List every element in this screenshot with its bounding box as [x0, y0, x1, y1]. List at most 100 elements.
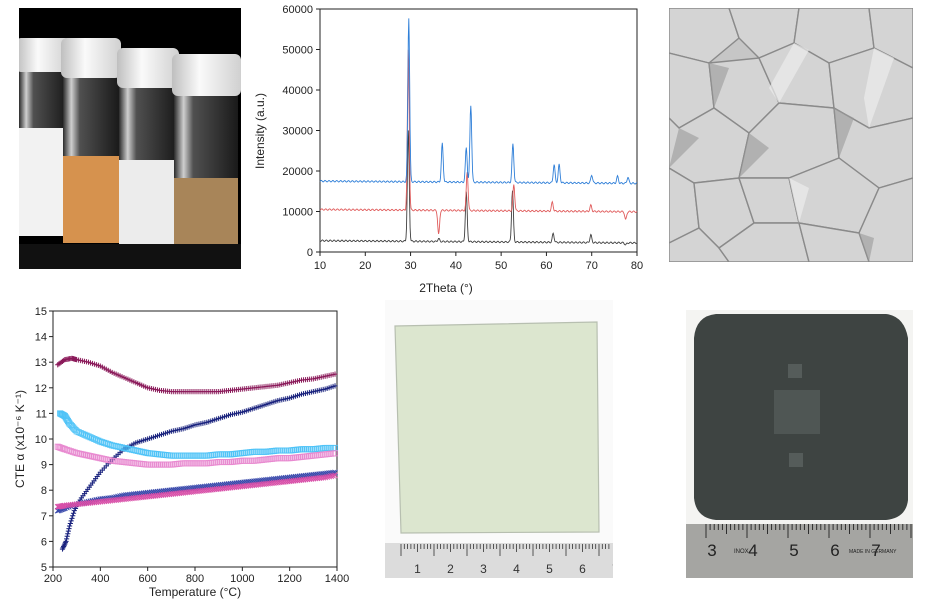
cte-point: [276, 447, 283, 454]
plate-bottom-pad: [789, 453, 803, 467]
cte-point: [105, 441, 112, 448]
cte-point: [308, 446, 315, 453]
cte-point: [225, 459, 232, 466]
cte-point: [259, 448, 266, 455]
cte-point: [122, 445, 129, 452]
plate-top-pad: [788, 364, 802, 378]
ruler-left-label: 4: [513, 562, 520, 576]
cte-point: [117, 444, 124, 451]
cte-y-axis-label: CTE α (x10⁻⁶ K⁻¹): [13, 390, 27, 488]
cte-point: [195, 452, 202, 459]
cte-point: [328, 444, 335, 451]
cte-point: [87, 453, 94, 460]
cte-point: [330, 444, 337, 451]
xrd-x-tick-label: 70: [586, 260, 598, 272]
cte-point: [121, 444, 128, 451]
cte-y-tick-label: 6: [41, 536, 47, 548]
cte-point: [261, 448, 268, 455]
cte-point: [83, 452, 90, 459]
cte-point: [176, 452, 183, 459]
cte-point: [105, 456, 112, 463]
cte-y-tick-label: 9: [41, 460, 47, 472]
cte-x-tick-label: 1400: [325, 573, 349, 585]
cte-point: [278, 447, 285, 454]
cte-point: [195, 460, 202, 467]
cte-point: [201, 460, 208, 467]
cte-point: [193, 452, 200, 459]
xrd-y-tick-label: 40000: [282, 85, 313, 97]
cte-point: [174, 452, 181, 459]
cte-point: [91, 435, 98, 442]
cte-point: [306, 446, 313, 453]
cte-point: [148, 461, 155, 468]
cte-point: [124, 445, 131, 452]
cte-point: [219, 459, 226, 466]
cte-x-tick-label: 1200: [277, 573, 301, 585]
vials-illustration: [19, 38, 241, 269]
cte-point: [332, 472, 338, 479]
cte-point: [81, 451, 88, 458]
cte-point: [172, 452, 179, 459]
tape-illustration: 1 2 3 4 5 6 7: [385, 300, 613, 578]
cte-point: [83, 432, 90, 439]
cte-x-tick-label: 400: [91, 573, 109, 585]
cte-point: [302, 446, 309, 453]
cte-point: [63, 538, 69, 544]
xrd-y-tick-label: 20000: [282, 166, 313, 178]
cte-point: [89, 435, 96, 442]
xrd-y-tick-label: 0: [307, 247, 313, 259]
cte-y-tick-label: 13: [35, 357, 47, 369]
cte-x-tick-label: 600: [138, 573, 156, 585]
cte-point: [223, 459, 230, 466]
cte-point: [85, 433, 92, 440]
xrd-plot: 10 20 30 40 50 60 70 80 0 10000 20000 30000 40000 500…: [253, 4, 643, 295]
cte-point: [253, 448, 260, 455]
cte-point: [73, 428, 80, 435]
cte-y-tick-label: 12: [35, 383, 47, 395]
cte-point: [66, 526, 72, 532]
cte-x-tick-label: 200: [44, 573, 62, 585]
cte-point: [282, 447, 289, 454]
cte-y-tick-label: 11: [36, 408, 47, 420]
green-tape-sheet: [394, 321, 600, 534]
cte-point: [241, 457, 248, 464]
cte-point: [70, 510, 77, 516]
ruler-right-label: 6: [830, 541, 839, 560]
cte-point: [65, 531, 71, 537]
cte-point: [278, 455, 285, 462]
cte-point: [332, 383, 338, 389]
cte-point: [156, 461, 163, 468]
cte-point: [140, 449, 147, 456]
cte-y-tick-label: 14: [35, 332, 47, 344]
cte-point: [70, 513, 76, 519]
xrd-x-tick-label: 10: [314, 260, 326, 272]
cte-point: [69, 448, 76, 455]
cte-point: [221, 459, 228, 466]
cte-point: [101, 456, 108, 463]
cte-point: [191, 460, 198, 467]
cte-point: [97, 455, 104, 462]
cte-point: [201, 452, 208, 459]
ruler-left-label: 3: [480, 562, 487, 576]
ruler-left-label: 7: [612, 562, 613, 576]
cte-point: [255, 448, 262, 455]
cte-point: [73, 450, 80, 457]
cte-point: [111, 442, 118, 449]
plate-center-pad: [774, 390, 820, 434]
cte-point: [326, 444, 333, 451]
ruler-imprint-made: MADE IN GERMANY: [849, 549, 897, 555]
cte-point: [243, 457, 250, 464]
ruler-right-label: 3: [707, 541, 716, 560]
cte-y-tick-label: 7: [41, 511, 47, 523]
xrd-axes-frame: [319, 8, 638, 253]
xrd-series-line: [319, 130, 638, 246]
cte-point: [146, 461, 153, 468]
cte-point: [223, 451, 230, 458]
cte-point: [61, 446, 68, 453]
cte-point: [95, 437, 102, 444]
cte-point: [225, 451, 232, 458]
cte-point: [304, 446, 311, 453]
cte-y-tick-label: 5: [41, 562, 47, 574]
cte-point: [63, 446, 70, 453]
cte-point: [164, 461, 171, 468]
